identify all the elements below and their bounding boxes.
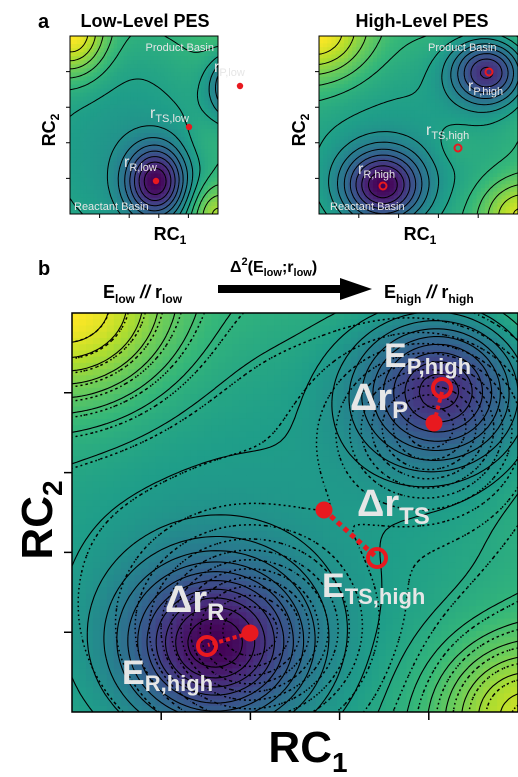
low-xlabel: RC1	[154, 224, 187, 247]
high-pes-frame	[318, 35, 518, 215]
high-xlabel: RC1	[404, 224, 437, 247]
low-reactant-marker	[241, 624, 259, 642]
high-reactant-point	[378, 181, 388, 191]
high-ylabel: RC2	[289, 113, 312, 146]
high-energy-label: Ehigh // rhigh	[384, 282, 474, 306]
tick-marks	[315, 71, 479, 218]
low-ylabel: RC2	[39, 113, 62, 146]
contour-lines	[72, 313, 518, 712]
low-product-point	[236, 82, 244, 90]
e-ts-high-label: ETS,high	[322, 567, 425, 609]
e-r-high-label: ER,high	[122, 654, 213, 696]
high-pes-ticks	[315, 71, 479, 218]
high-rr-label: rR,high	[358, 161, 395, 181]
low-pes-plot: Product Basin Reactant Basin rP,low rTS,…	[39, 35, 245, 247]
high-rts-label: rTS,high	[426, 122, 469, 142]
delta-rp-connector	[432, 391, 444, 424]
low-pes-heatmap	[70, 36, 218, 214]
low-pes-ticks	[66, 71, 189, 218]
high-pes-title: High-Level PES	[355, 11, 488, 31]
combined-xlabel: RC1	[268, 723, 347, 777]
combined-pes-ticks	[64, 392, 430, 720]
high-pes-plot: Product Basin Reactant Basin rP,high rTS…	[289, 35, 518, 247]
low-product-basin-label: Product Basin	[146, 42, 214, 54]
panel-b-letter: b	[38, 258, 50, 280]
low-product-marker	[425, 414, 443, 432]
low-level-contours	[72, 313, 518, 712]
low-reactant-basin-label: Reactant Basin	[74, 201, 149, 213]
low-ts-point	[185, 123, 193, 131]
low-pes-frame	[69, 35, 219, 215]
combined-ylabel: RC2	[13, 480, 68, 559]
delta-squared-label: Δ2(Elow;rlow)	[230, 256, 317, 279]
high-pes-heatmap	[319, 36, 518, 214]
high-product-point	[484, 67, 494, 77]
high-ts-point	[453, 143, 463, 153]
high-reactant-marker	[196, 635, 218, 657]
low-energy-label: Elow // rlow	[103, 282, 183, 306]
panel-a-letter: a	[38, 11, 50, 33]
low-rts-label: rTS,low	[150, 105, 189, 125]
delta-rr-label: ΔrR	[165, 579, 224, 626]
combined-pes-frame	[71, 312, 518, 713]
transform-arrow	[218, 278, 372, 300]
e-p-high-label: EP,high	[384, 337, 471, 379]
tick-marks	[66, 71, 189, 218]
high-reactant-basin-label: Reactant Basin	[330, 201, 405, 213]
delta-rp-label: ΔrP	[350, 377, 408, 424]
low-rp-label: rP,low	[214, 59, 245, 79]
delta-rts-connector	[322, 508, 377, 558]
high-product-basin-label: Product Basin	[428, 42, 496, 54]
low-ts-marker	[315, 501, 333, 519]
combined-pes-plot: EP,high ΔrP ΔrTS ETS,high ΔrR ER,high RC…	[13, 312, 518, 777]
low-rr-label: rR,low	[124, 154, 157, 174]
high-level-contours	[72, 313, 518, 712]
contour-lines	[72, 313, 518, 712]
high-rp-label: rP,high	[468, 78, 503, 98]
tick-marks	[64, 392, 430, 720]
low-pes-title: Low-Level PES	[80, 11, 209, 31]
high-ts-marker	[366, 547, 388, 569]
high-product-marker	[431, 377, 453, 399]
delta-rts-label: ΔrTS	[357, 483, 430, 530]
low-reactant-point	[152, 177, 160, 185]
